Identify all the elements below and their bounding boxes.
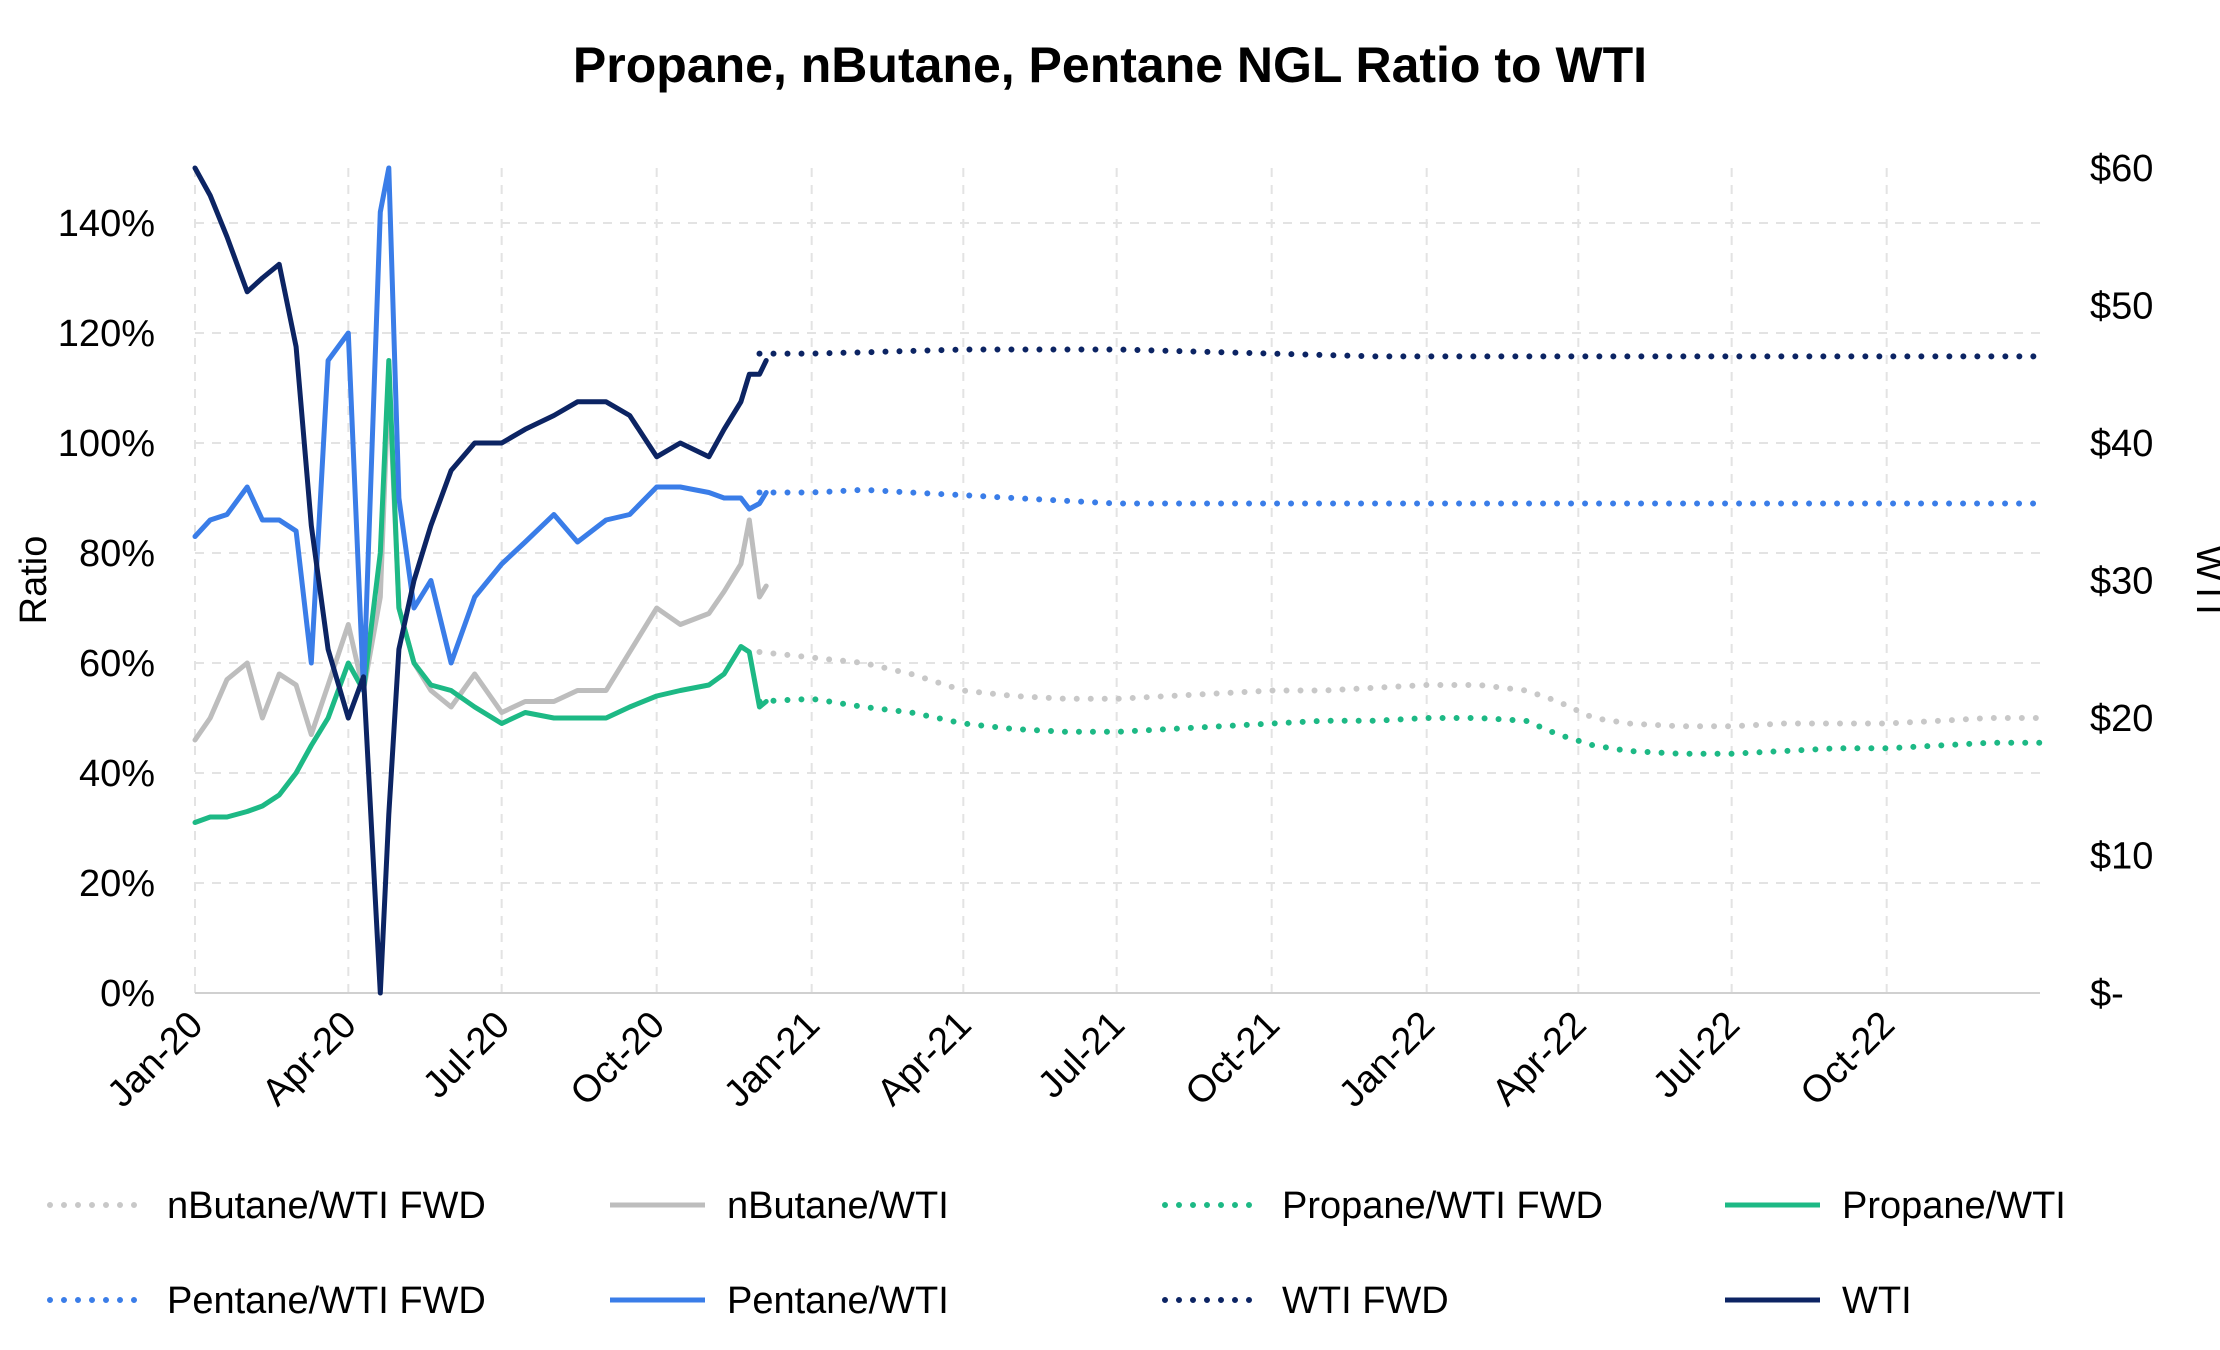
y-tick-label: 140% [58,203,155,245]
legend-item: WTI [1725,1280,1912,1322]
y-tick-label: 20% [79,863,155,905]
x-tick-label: Apr-22 [1484,1004,1594,1114]
y2-tick-label: $40 [2090,423,2153,465]
legend-label: WTI FWD [1282,1280,1449,1322]
y-tick-label: 80% [79,533,155,575]
y-tick-label: 100% [58,423,155,465]
series-line-propane-wti-fwd [756,695,2043,757]
series-line-pentane-wti-fwd [756,486,2043,507]
x-tick-label: Apr-20 [254,1004,364,1114]
x-tick-label: Jul-20 [415,1004,518,1107]
y2-axis-ticks: $- $10 $20 $30 $40 $50 $60 [2090,148,2153,1015]
chart-title: Propane, nButane, Pentane NGL Ratio to W… [573,37,1647,93]
legend-label: Pentane/WTI FWD [167,1280,486,1322]
y-axis-ticks: 0% 20% 40% 60% 80% 100% 120% 140% [58,203,155,1015]
series-line-wti-fwd [756,346,2043,360]
x-tick-label: Oct-21 [1178,1004,1288,1114]
series-layer [192,165,2043,996]
gridlines [194,168,2040,994]
legend-item: Pentane/WTI FWD [47,1280,486,1322]
series-line-nbutane-wti-fwd [756,649,2043,730]
y-axis-label: Ratio [13,536,55,625]
y2-tick-label: $- [2090,973,2124,1015]
y-tick-label: 120% [58,313,155,355]
y2-axis-label: WTI [2188,545,2220,615]
legend-item: nButane/WTI [610,1185,949,1227]
series-line-wti [192,165,769,996]
legend-item: Propane/WTI [1725,1185,2066,1227]
x-tick-label: Oct-20 [563,1004,673,1114]
x-tick-label: Jan-21 [716,1004,828,1116]
legend-item: Propane/WTI FWD [1162,1185,1603,1227]
legend-label: nButane/WTI [727,1185,949,1227]
y2-tick-label: $10 [2090,836,2153,878]
y2-tick-label: $50 [2090,286,2153,328]
legend-label: Propane/WTI FWD [1282,1185,1603,1227]
x-tick-label: Jan-20 [99,1004,211,1116]
x-tick-label: Jan-22 [1331,1004,1443,1116]
legend-item: Pentane/WTI [610,1280,949,1322]
y2-tick-label: $20 [2090,698,2153,740]
legend-label: WTI [1842,1280,1912,1322]
y-tick-label: 0% [100,973,155,1015]
series-line-pentane-wti [192,165,769,693]
y2-tick-label: $30 [2090,561,2153,603]
legend: nButane/WTI FWD nButane/WTI Propane/WTI FW… [47,1185,2066,1322]
x-axis-ticks: Jan-20 Apr-20 Jul-20 Oct-20 Jan-21 Apr-21 Jul-… [99,1004,1903,1116]
legend-item: nButane/WTI FWD [47,1185,486,1227]
series-line-propane-wti [192,358,769,825]
x-tick-label: Apr-21 [869,1004,979,1114]
x-tick-label: Jul-22 [1645,1004,1748,1107]
series-line-nbutane-wti [192,374,769,743]
legend-item: WTI FWD [1162,1280,1449,1322]
y2-tick-label: $60 [2090,148,2153,190]
legend-label: nButane/WTI FWD [167,1185,486,1227]
y-tick-label: 40% [79,753,155,795]
legend-label: Propane/WTI [1842,1185,2066,1227]
x-tick-label: Oct-22 [1793,1004,1903,1114]
y-tick-label: 60% [79,643,155,685]
legend-label: Pentane/WTI [727,1280,949,1322]
x-tick-label: Jul-21 [1030,1004,1133,1107]
